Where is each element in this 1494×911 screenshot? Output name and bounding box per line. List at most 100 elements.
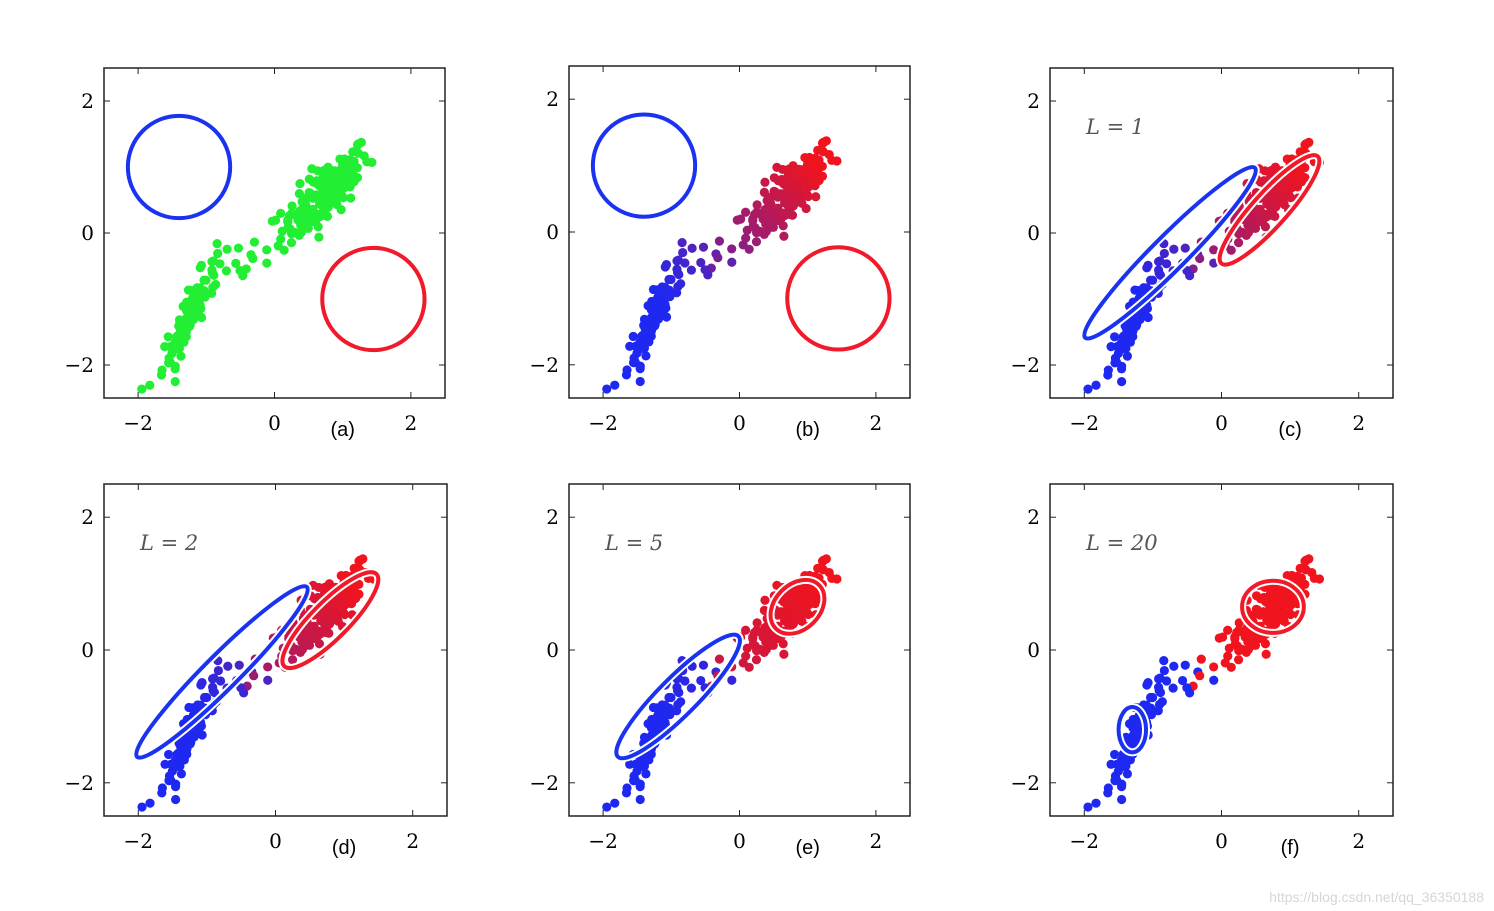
data-point xyxy=(189,292,200,302)
watermark: https://blog.csdn.net/qq_36350188 xyxy=(1269,889,1484,905)
y-tick-label: 0 xyxy=(1027,638,1040,662)
x-tick-label: 2 xyxy=(406,829,419,853)
data-point xyxy=(170,755,180,766)
data-point xyxy=(1143,677,1153,688)
data-point xyxy=(330,180,340,190)
data-point xyxy=(319,626,329,636)
data-point xyxy=(157,365,167,375)
panel-a: −2 0 2 2 0 −2 (a) xyxy=(65,67,446,441)
data-point xyxy=(333,615,343,626)
data-point xyxy=(287,208,297,218)
data-point xyxy=(234,660,244,670)
data-point xyxy=(1261,649,1271,659)
data-point xyxy=(338,160,348,170)
data-point xyxy=(1091,798,1101,808)
data-point xyxy=(195,283,205,293)
panel-d: −2 0 2 2 0 −2 L = 2 (d) xyxy=(65,483,448,859)
component-ellipse xyxy=(1240,578,1306,635)
data-point xyxy=(231,258,241,268)
data-point xyxy=(352,148,363,158)
data-point xyxy=(1122,351,1132,361)
data-point xyxy=(1109,749,1120,760)
x-tick-label: −2 xyxy=(123,411,152,435)
data-point xyxy=(196,260,207,270)
data-point xyxy=(195,700,206,710)
data-point xyxy=(213,248,223,259)
iteration-annotation: L = 2 xyxy=(139,531,198,555)
data-point xyxy=(187,310,198,320)
data-point xyxy=(817,138,828,148)
data-point xyxy=(622,365,632,375)
data-point xyxy=(686,683,696,693)
data-point xyxy=(1309,573,1319,583)
iteration-annotation: L = 5 xyxy=(604,531,663,555)
data-point xyxy=(760,177,770,187)
data-point xyxy=(1243,644,1254,655)
data-point xyxy=(635,337,645,348)
data-point xyxy=(625,341,635,351)
data-point xyxy=(654,291,665,301)
data-point xyxy=(1182,683,1192,693)
data-point xyxy=(752,200,762,210)
data-point xyxy=(235,265,245,276)
data-point xyxy=(212,238,222,249)
data-point xyxy=(1122,769,1132,779)
data-point xyxy=(331,199,342,209)
data-point xyxy=(1168,683,1178,693)
data-point xyxy=(629,353,639,363)
data-point xyxy=(346,193,356,203)
y-tick-label: 2 xyxy=(1027,89,1040,113)
data-point xyxy=(748,632,758,642)
y-tick-label: −2 xyxy=(65,353,94,377)
data-point xyxy=(741,207,751,217)
data-point xyxy=(1153,265,1164,275)
data-point xyxy=(263,675,273,685)
panel-frame xyxy=(103,67,446,399)
data-point xyxy=(1279,615,1289,626)
data-point xyxy=(187,302,197,312)
data-point xyxy=(625,759,635,769)
data-point xyxy=(738,240,748,250)
data-point xyxy=(635,755,645,766)
data-point xyxy=(652,720,662,730)
component-ellipse xyxy=(1217,153,1322,267)
y-tick-label: −2 xyxy=(530,771,559,795)
ellipse-halo xyxy=(1080,163,1260,343)
data-point xyxy=(622,783,632,793)
data-point xyxy=(298,212,308,222)
data-point xyxy=(677,238,687,248)
data-point xyxy=(287,655,298,665)
data-point xyxy=(163,749,174,760)
data-point xyxy=(304,174,314,184)
data-point xyxy=(782,199,792,210)
data-point xyxy=(289,645,299,655)
data-point xyxy=(317,201,327,211)
data-point xyxy=(763,211,773,221)
data-point xyxy=(262,245,272,255)
data-point xyxy=(213,665,223,676)
data-point xyxy=(782,617,792,628)
data-point xyxy=(211,279,221,290)
data-point xyxy=(1245,629,1255,639)
data-point xyxy=(795,178,805,188)
data-point xyxy=(644,337,654,347)
data-point xyxy=(751,237,762,247)
y-tick-label: 2 xyxy=(81,89,94,113)
data-point xyxy=(652,309,663,319)
component-ellipse xyxy=(614,632,742,761)
data-point xyxy=(1209,662,1219,672)
data-point xyxy=(751,655,762,665)
data-point xyxy=(1143,260,1153,270)
panel-label: (d) xyxy=(332,837,356,859)
panel-label: (e) xyxy=(795,837,819,859)
data-point xyxy=(276,208,286,218)
y-tick-label: 0 xyxy=(1027,221,1040,245)
y-tick-label: 0 xyxy=(546,220,559,244)
data-point xyxy=(827,155,837,165)
data-point xyxy=(1300,564,1310,574)
data-point xyxy=(752,618,762,628)
data-point xyxy=(785,603,795,614)
data-point xyxy=(1125,755,1135,765)
data-point xyxy=(672,682,682,692)
data-point xyxy=(1264,617,1275,628)
